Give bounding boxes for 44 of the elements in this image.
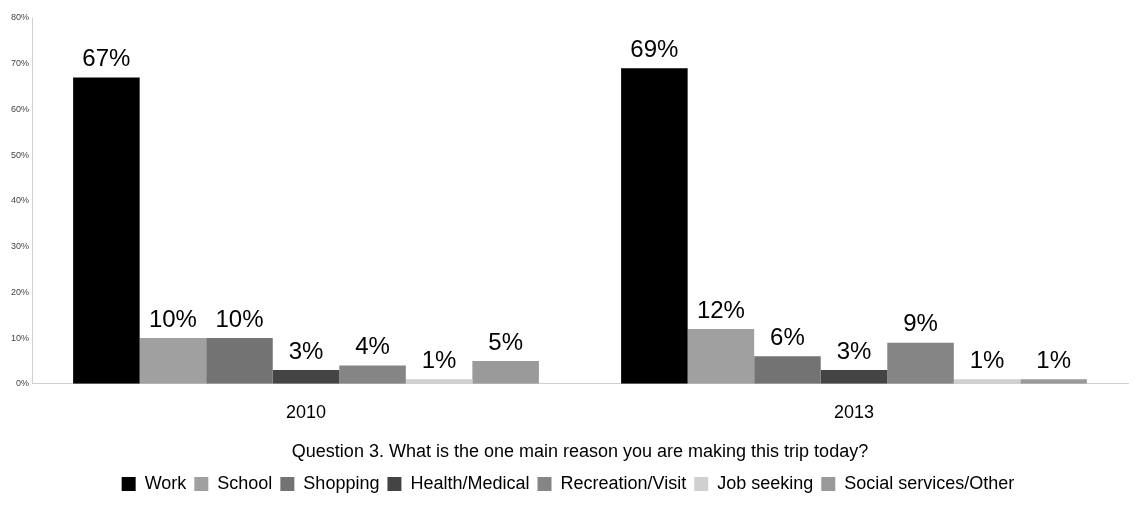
legend-label: Recreation/Visit — [560, 472, 687, 493]
legend-label: Health/Medical — [410, 472, 530, 493]
legend-label: School — [217, 472, 273, 493]
data-label: 9% — [903, 309, 938, 337]
bar — [820, 370, 888, 384]
y-tick-label: 80% — [11, 12, 30, 23]
y-tick-label: 0% — [16, 378, 30, 389]
bar — [139, 338, 207, 384]
legend-label: Work — [144, 472, 188, 493]
x-axis-title: Question 3. What is the one main reason you are making this trip today? — [291, 441, 869, 462]
y-tick-label: 20% — [11, 286, 30, 297]
bar — [472, 360, 539, 384]
x-tick-label: 2013 — [833, 401, 875, 422]
data-label: 1% — [421, 345, 457, 373]
legend-label: Shopping — [303, 472, 380, 493]
y-tick-label: 30% — [11, 241, 30, 252]
y-tick-label: 60% — [11, 103, 30, 114]
bar — [272, 370, 340, 384]
bar — [621, 68, 688, 384]
data-label: 1% — [1036, 345, 1071, 373]
bar — [73, 77, 140, 384]
data-label: 6% — [770, 322, 805, 350]
data-label: 3% — [288, 336, 324, 364]
data-label: 10% — [215, 304, 264, 332]
y-tick-label: 70% — [11, 58, 30, 69]
data-label: 5% — [488, 327, 523, 355]
y-tick-label: 10% — [11, 332, 30, 343]
data-label: 67% — [82, 44, 131, 72]
data-label: 4% — [355, 332, 390, 360]
legend-label: Job seeking — [717, 472, 814, 493]
data-label: 69% — [630, 34, 679, 62]
bar — [339, 365, 406, 384]
y-tick-label: 50% — [11, 149, 30, 160]
data-label: 1% — [969, 345, 1005, 373]
legend-label: Social services/Other — [844, 472, 1015, 493]
data-label: 12% — [696, 295, 745, 323]
bar — [887, 342, 954, 384]
bar — [687, 328, 755, 384]
data-label: 3% — [836, 336, 872, 364]
y-tick-label: 40% — [11, 195, 30, 206]
bar — [754, 356, 821, 384]
data-label: 10% — [148, 304, 197, 332]
bar — [206, 338, 273, 384]
x-tick-label: 2010 — [285, 401, 327, 422]
